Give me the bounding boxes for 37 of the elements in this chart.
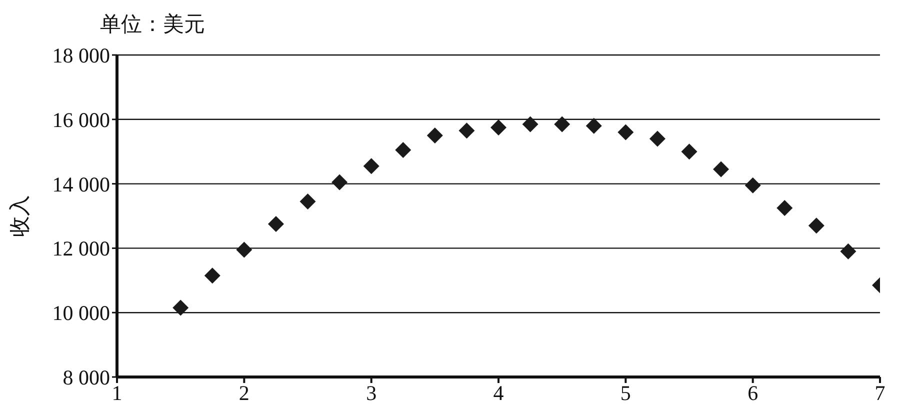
text: 单位：美元 <box>100 11 205 38</box>
point <box>490 119 506 136</box>
y-tick-label: 14 000 <box>52 172 110 196</box>
x-tick-label: 6 <box>748 380 758 405</box>
x-tick-label: 3 <box>366 380 377 405</box>
y-tick-label: 8 000 <box>62 365 110 390</box>
point <box>300 194 316 210</box>
point <box>426 128 443 144</box>
point <box>236 242 252 258</box>
point <box>618 124 634 140</box>
point <box>522 116 538 132</box>
point <box>808 218 824 234</box>
point <box>681 144 698 160</box>
point <box>649 130 666 147</box>
x-tick-label: 2 <box>238 380 250 405</box>
y-tick-label: 10 000 <box>52 301 110 326</box>
point <box>363 158 380 174</box>
y-axis-title: 收入 <box>7 195 32 237</box>
point <box>713 161 730 178</box>
point <box>840 243 856 260</box>
x-tick-label: 7 <box>874 380 886 405</box>
point <box>776 200 793 216</box>
point <box>204 268 220 284</box>
x-tick-label: 1 <box>112 380 122 405</box>
point <box>172 300 189 316</box>
point <box>268 216 284 232</box>
y-tick-label: 16 000 <box>52 108 110 132</box>
point <box>332 174 348 190</box>
point <box>586 118 602 134</box>
y-tick-label: 18 000 <box>52 43 110 68</box>
point <box>554 116 570 132</box>
point <box>458 122 475 139</box>
point <box>744 177 761 194</box>
point <box>395 142 412 158</box>
x-tick-label: 4 <box>493 380 504 405</box>
x-tick-label: 5 <box>620 380 631 405</box>
y-tick-label: 12 000 <box>52 236 110 261</box>
